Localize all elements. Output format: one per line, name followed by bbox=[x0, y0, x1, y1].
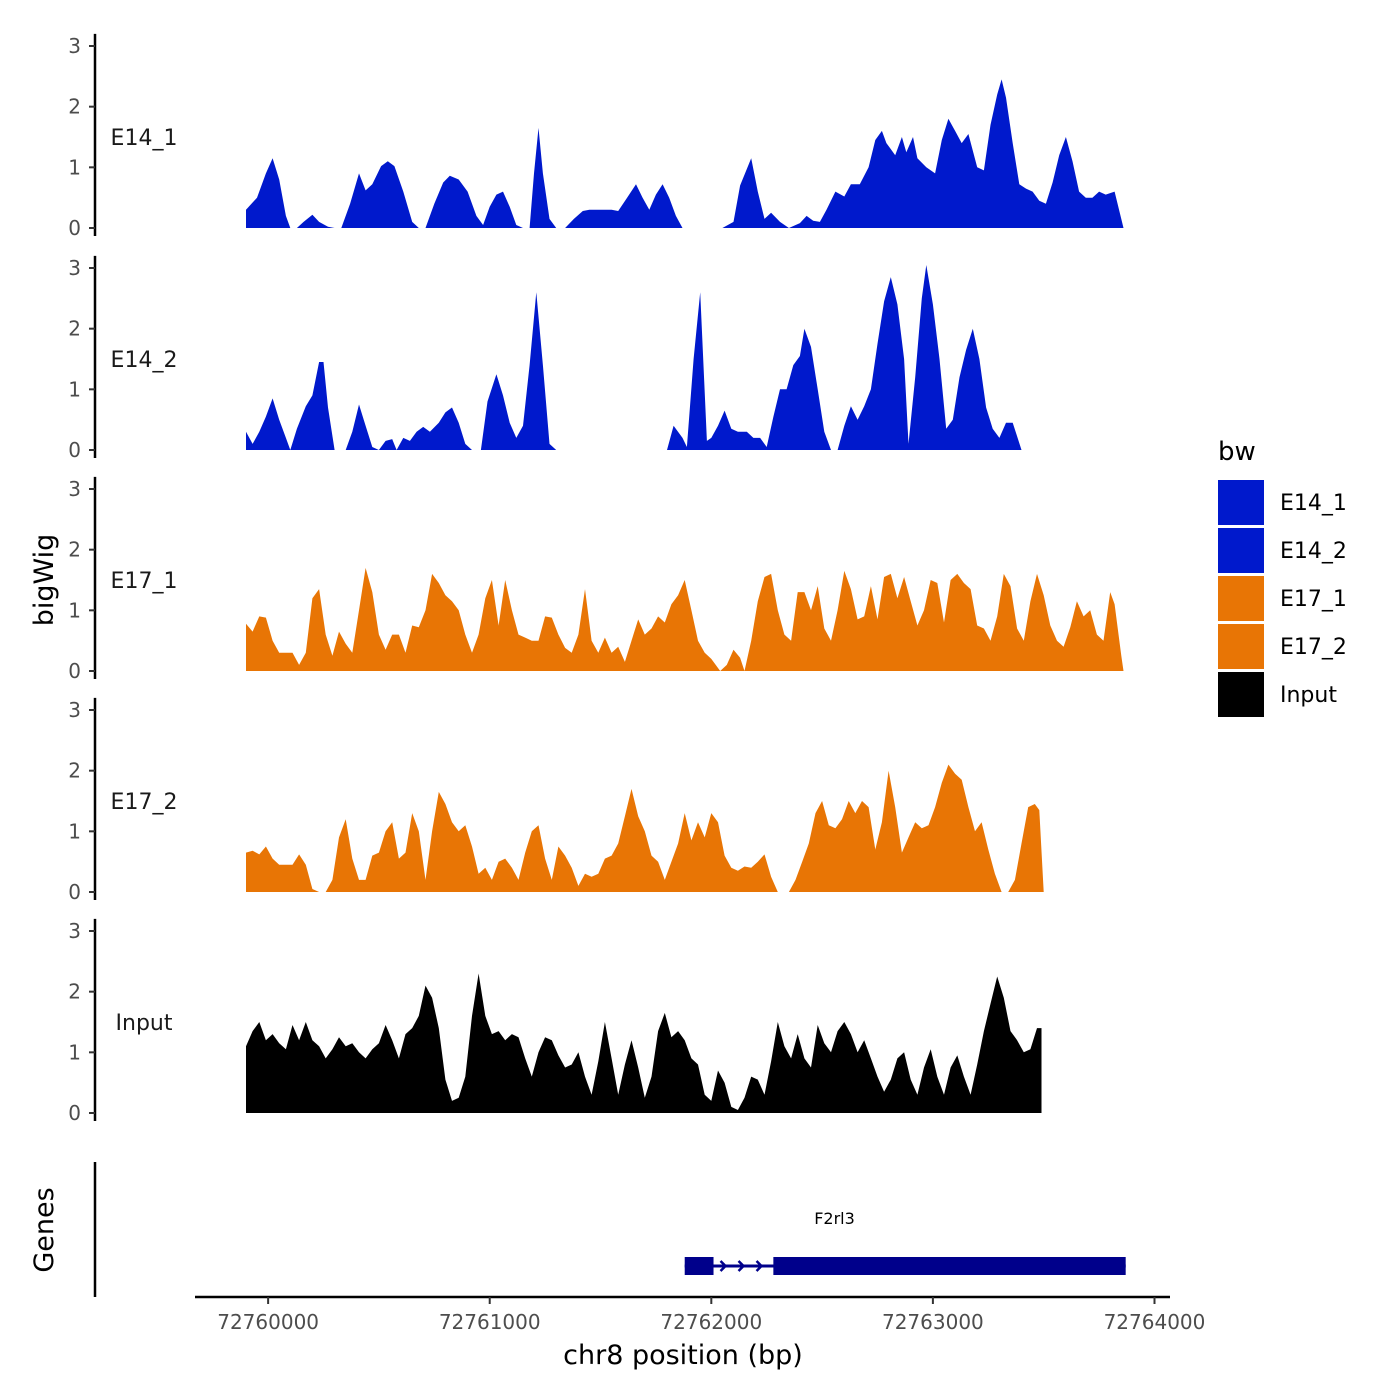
y-tick-label: 3 bbox=[68, 477, 81, 501]
legend-label: E14_1 bbox=[1280, 491, 1347, 516]
y-tick-label: 3 bbox=[68, 34, 81, 58]
legend-item: E14_2 bbox=[1218, 528, 1347, 573]
track-e14-1: 0 1 2 3 E14_1 bbox=[68, 33, 1124, 240]
y-tick-label: 2 bbox=[68, 95, 81, 119]
legend-swatch bbox=[1218, 576, 1264, 621]
gene-name-label: F2rl3 bbox=[814, 1209, 855, 1228]
gene-exon bbox=[684, 1257, 714, 1275]
y-tick-label: 2 bbox=[68, 538, 81, 562]
y-tick-label: 2 bbox=[68, 759, 81, 783]
gene-exon bbox=[773, 1257, 1126, 1275]
y-tick-label: 3 bbox=[68, 919, 81, 943]
x-tick-label: 72761000 bbox=[439, 1310, 541, 1334]
legend-item: Input bbox=[1218, 672, 1337, 717]
coverage-area-e17-1 bbox=[246, 567, 1124, 671]
track-input: 0 1 2 3 Input bbox=[68, 918, 1042, 1125]
legend-item: E14_1 bbox=[1218, 480, 1347, 525]
legend-label: E17_1 bbox=[1280, 587, 1347, 612]
x-tick-label: 72764000 bbox=[1104, 1310, 1206, 1334]
coverage-area-e14-2 bbox=[246, 265, 1022, 450]
x-tick-label: 72763000 bbox=[882, 1310, 984, 1334]
genes-axis-title: Genes bbox=[29, 1187, 60, 1272]
y-tick-label: 0 bbox=[68, 438, 81, 462]
y-tick-label: 3 bbox=[68, 256, 81, 280]
y-tick-label: 2 bbox=[68, 317, 81, 341]
track-label: E14_1 bbox=[111, 126, 178, 151]
x-axis: 72760000 72761000 72762000 72763000 72764000 bbox=[195, 1295, 1206, 1334]
legend-label: E14_2 bbox=[1280, 539, 1347, 564]
legend-swatch bbox=[1218, 672, 1264, 717]
y-tick-label: 0 bbox=[68, 1101, 81, 1125]
y-tick-label: 1 bbox=[68, 819, 81, 843]
track-label: E17_2 bbox=[111, 790, 178, 815]
legend-label: Input bbox=[1280, 683, 1337, 708]
track-e14-2: 0 1 2 3 E14_2 bbox=[68, 255, 1022, 462]
gene-f2rl3: F2rl3 bbox=[684, 1209, 1126, 1275]
y-tick-label: 0 bbox=[68, 216, 81, 240]
strand-arrow-icon bbox=[737, 1260, 746, 1272]
track-label: Input bbox=[116, 1011, 173, 1036]
legend-swatch bbox=[1218, 624, 1264, 669]
strand-arrow-icon bbox=[719, 1260, 728, 1272]
y-tick-label: 0 bbox=[68, 880, 81, 904]
y-axis-title: bigWig bbox=[29, 534, 60, 627]
x-tick-label: 72760000 bbox=[217, 1310, 319, 1334]
coverage-area-e14-1 bbox=[246, 79, 1124, 229]
gene-track: F2rl3 bbox=[93, 1162, 1126, 1297]
track-e17-1: 0 1 2 3 E17_1 bbox=[68, 476, 1124, 683]
y-tick-label: 3 bbox=[68, 698, 81, 722]
coverage-tracks: 0 1 2 3 E14_1 0 1 2 3 E14_2 0 1 2 3 E17_1 0 1 2 3 E17_2 0 1 2 3… bbox=[68, 33, 1124, 1125]
strand-arrow-icon bbox=[755, 1260, 764, 1272]
y-tick-label: 0 bbox=[68, 659, 81, 683]
legend-item: E17_2 bbox=[1218, 624, 1347, 669]
legend-item: E17_1 bbox=[1218, 576, 1347, 621]
track-e17-2: 0 1 2 3 E17_2 bbox=[68, 697, 1044, 904]
legend-swatch bbox=[1218, 480, 1264, 525]
legend-label: E17_2 bbox=[1280, 635, 1347, 660]
coverage-area-input bbox=[246, 973, 1042, 1113]
legend-swatch bbox=[1218, 528, 1264, 573]
y-tick-label: 1 bbox=[68, 598, 81, 622]
y-tick-label: 1 bbox=[68, 377, 81, 401]
coverage-area-e17-2 bbox=[246, 764, 1044, 892]
legend-title: bw bbox=[1218, 437, 1256, 467]
track-label: E17_1 bbox=[111, 569, 178, 594]
legend: bw E14_1 E14_2 E17_1 E17_2 Input bbox=[1218, 437, 1347, 717]
y-tick-label: 1 bbox=[68, 155, 81, 179]
track-label: E14_2 bbox=[111, 348, 178, 373]
x-tick-label: 72762000 bbox=[660, 1310, 762, 1334]
y-tick-label: 1 bbox=[68, 1040, 81, 1064]
y-tick-label: 2 bbox=[68, 980, 81, 1004]
x-axis-title: chr8 position (bp) bbox=[563, 1340, 803, 1371]
